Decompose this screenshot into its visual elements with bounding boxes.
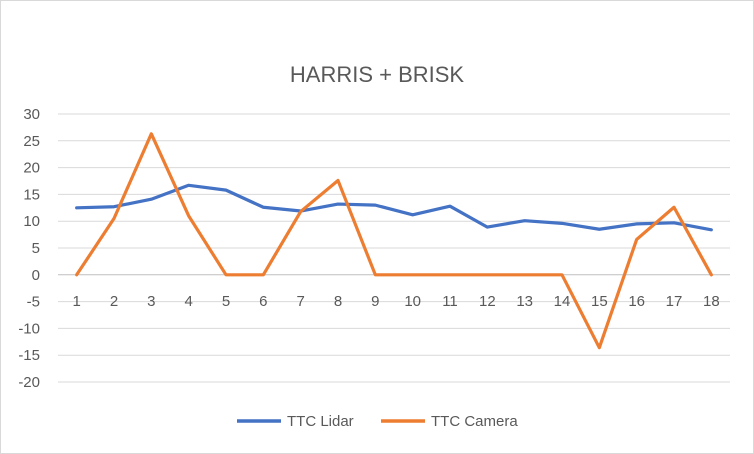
x-tick-label: 8 [334, 293, 342, 310]
x-tick-label: 12 [479, 293, 496, 310]
y-tick-label: 30 [23, 106, 40, 123]
y-axis-ticks: 30 25 20 15 10 5 0 -5 -10 -15 -20 [18, 106, 40, 391]
x-tick-label: 9 [371, 293, 379, 310]
x-tick-label: 10 [404, 293, 421, 310]
x-tick-label: 14 [554, 293, 571, 310]
x-tick-label: 1 [72, 293, 80, 310]
x-tick-label: 4 [184, 293, 192, 310]
x-tick-label: 3 [147, 293, 155, 310]
legend-label-2: TTC Camera [431, 413, 518, 430]
y-tick-label: 20 [23, 160, 40, 177]
y-tick-label: 5 [32, 240, 40, 257]
y-tick-label: -20 [18, 374, 40, 391]
y-tick-label: -5 [27, 294, 40, 311]
series-lines [75, 132, 713, 350]
x-tick-label: 7 [296, 293, 304, 310]
gridlines [58, 113, 730, 383]
x-axis-ticks: 1 2 3 4 5 6 7 8 9 10 11 12 13 14 15 16 17 18 [72, 293, 719, 310]
legend-label-1: TTC Lidar [287, 413, 354, 430]
x-tick-label: 2 [110, 293, 118, 310]
y-tick-label: -15 [18, 347, 40, 364]
series-line-1 [75, 183, 713, 232]
y-tick-label: 25 [23, 133, 40, 150]
x-tick-label: 6 [259, 293, 267, 310]
x-tick-label: 18 [703, 293, 720, 310]
chart-title: HARRIS + BRISK [290, 62, 465, 87]
x-tick-label: 17 [666, 293, 683, 310]
x-tick-label: 11 [442, 293, 458, 310]
x-tick-label: 5 [222, 293, 230, 310]
x-tick-label: 13 [516, 293, 533, 310]
y-tick-label: 0 [32, 267, 40, 284]
y-tick-label: 15 [23, 186, 40, 203]
legend: TTC Lidar TTC Camera [237, 413, 518, 430]
series-line-2 [75, 132, 713, 350]
y-tick-label: -10 [18, 320, 40, 337]
y-tick-label: 10 [23, 213, 40, 230]
x-tick-label: 15 [591, 293, 608, 310]
x-tick-label: 16 [628, 293, 645, 310]
